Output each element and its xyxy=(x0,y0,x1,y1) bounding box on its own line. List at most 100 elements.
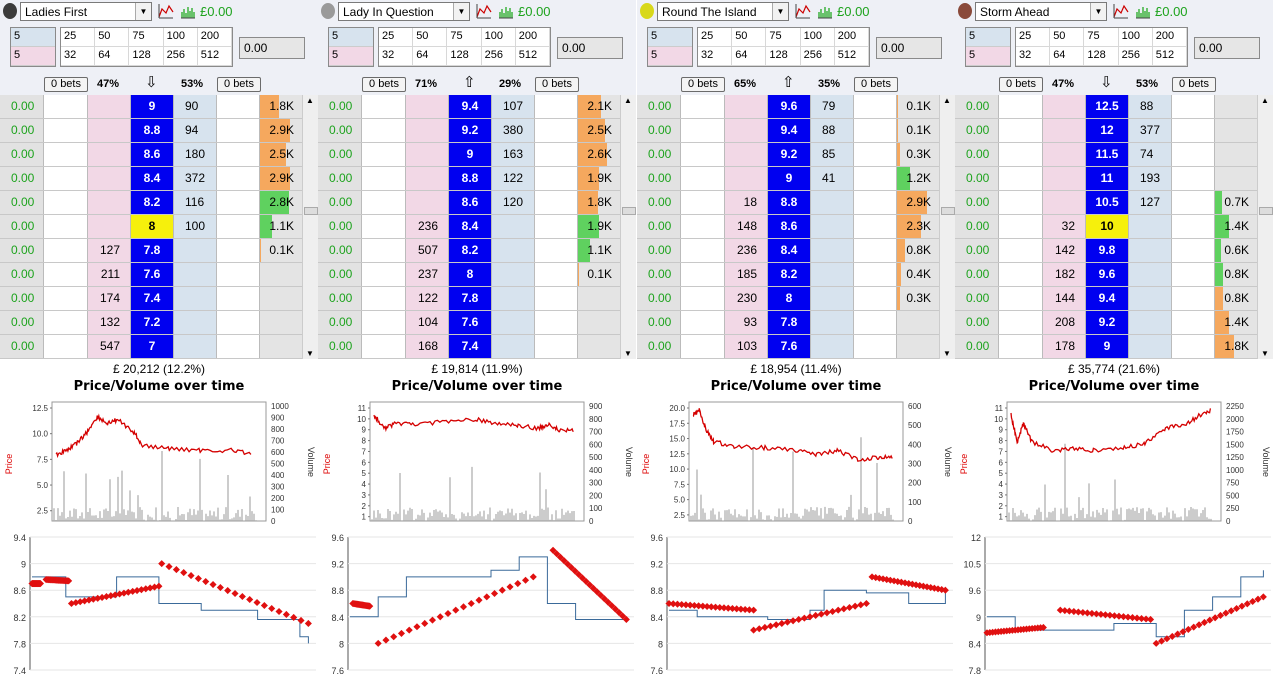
back-amount-cell[interactable]: 32 xyxy=(1043,215,1086,238)
runner-select[interactable]: Ladies First ▼ xyxy=(20,2,152,21)
back-amount-cell[interactable]: 237 xyxy=(406,263,449,286)
price-cell[interactable]: 7.8 xyxy=(449,287,492,310)
my-back-cell[interactable] xyxy=(681,335,725,358)
my-lay-cell[interactable] xyxy=(1172,191,1215,214)
back-amount-cell[interactable]: 127 xyxy=(88,239,131,262)
price-cell[interactable]: 9 xyxy=(131,95,174,118)
my-lay-cell[interactable] xyxy=(217,215,260,238)
stake-option[interactable]: 75 xyxy=(1084,28,1119,47)
back-amount-cell[interactable]: 236 xyxy=(725,239,768,262)
scroll-up-icon[interactable]: ▲ xyxy=(943,96,951,105)
my-lay-cell[interactable] xyxy=(1172,239,1215,262)
stake-option[interactable]: 25 xyxy=(61,28,96,47)
price-cell[interactable]: 7.2 xyxy=(131,311,174,334)
back-amount-cell[interactable] xyxy=(88,119,131,142)
lay-amount-cell[interactable]: 122 xyxy=(492,167,535,190)
my-lay-cell[interactable] xyxy=(854,311,897,334)
my-lay-cell[interactable] xyxy=(535,287,578,310)
amount-field[interactable]: 0.00 xyxy=(876,37,942,59)
back-amount-cell[interactable]: 168 xyxy=(406,335,449,358)
lay-amount-cell[interactable]: 88 xyxy=(1129,95,1172,118)
back-amount-cell[interactable]: 144 xyxy=(1043,287,1086,310)
back-amount-cell[interactable]: 230 xyxy=(725,287,768,310)
back-stake-field[interactable]: 5 xyxy=(648,28,692,47)
my-back-cell[interactable] xyxy=(999,215,1043,238)
price-cell[interactable]: 9.8 xyxy=(1086,239,1129,262)
stake-option[interactable]: 200 xyxy=(1152,28,1187,47)
stake-option[interactable]: 25 xyxy=(379,28,414,47)
stake-option[interactable]: 512 xyxy=(834,47,869,66)
price-cell[interactable]: 9.2 xyxy=(1086,311,1129,334)
my-back-cell[interactable] xyxy=(362,167,406,190)
stake-option[interactable]: 32 xyxy=(698,47,733,66)
lay-amount-cell[interactable] xyxy=(492,239,535,262)
back-stake-field[interactable]: 5 xyxy=(966,28,1010,47)
lay-amount-cell[interactable]: 74 xyxy=(1129,143,1172,166)
back-amount-cell[interactable]: 507 xyxy=(406,239,449,262)
my-lay-cell[interactable] xyxy=(535,335,578,358)
ladder-scrollbar[interactable]: ▲ ▼ xyxy=(302,95,318,359)
lay-amount-cell[interactable] xyxy=(174,287,217,310)
back-amount-cell[interactable] xyxy=(1043,143,1086,166)
my-back-cell[interactable] xyxy=(44,167,88,190)
price-cell[interactable]: 7.4 xyxy=(131,287,174,310)
back-amount-cell[interactable]: 211 xyxy=(88,263,131,286)
price-chart-icon[interactable] xyxy=(476,3,492,19)
volume-chart-icon[interactable] xyxy=(180,3,196,19)
my-back-cell[interactable] xyxy=(999,311,1043,334)
price-cell[interactable]: 9.4 xyxy=(768,119,811,142)
price-cell[interactable]: 12.5 xyxy=(1086,95,1129,118)
scroll-down-icon[interactable]: ▼ xyxy=(624,349,632,358)
my-lay-cell[interactable] xyxy=(217,95,260,118)
price-cell[interactable]: 9.4 xyxy=(1086,287,1129,310)
price-cell[interactable]: 7.8 xyxy=(768,311,811,334)
my-lay-cell[interactable] xyxy=(854,215,897,238)
lay-amount-cell[interactable]: 85 xyxy=(811,143,854,166)
amount-field[interactable]: 0.00 xyxy=(239,37,305,59)
lay-amount-cell[interactable]: 90 xyxy=(174,95,217,118)
back-amount-cell[interactable] xyxy=(1043,191,1086,214)
back-stake-field[interactable]: 5 xyxy=(11,28,55,47)
lay-amount-cell[interactable] xyxy=(492,335,535,358)
my-back-cell[interactable] xyxy=(681,143,725,166)
my-lay-cell[interactable] xyxy=(535,119,578,142)
lay-amount-cell[interactable]: 107 xyxy=(492,95,535,118)
my-lay-cell[interactable] xyxy=(1172,263,1215,286)
my-lay-cell[interactable] xyxy=(854,95,897,118)
lay-amount-cell[interactable] xyxy=(811,335,854,358)
lay-amount-cell[interactable] xyxy=(1129,239,1172,262)
back-amount-cell[interactable]: 178 xyxy=(1043,335,1086,358)
price-cell[interactable]: 8.2 xyxy=(449,239,492,262)
lay-amount-cell[interactable] xyxy=(1129,215,1172,238)
runner-select[interactable]: Round The Island ▼ xyxy=(657,2,789,21)
my-lay-cell[interactable] xyxy=(217,287,260,310)
my-back-cell[interactable] xyxy=(999,95,1043,118)
back-amount-cell[interactable]: 547 xyxy=(88,335,131,358)
scroll-thumb[interactable] xyxy=(304,207,318,215)
scroll-down-icon[interactable]: ▼ xyxy=(1261,349,1269,358)
back-amount-cell[interactable] xyxy=(1043,119,1086,142)
my-back-cell[interactable] xyxy=(999,119,1043,142)
my-lay-cell[interactable] xyxy=(854,287,897,310)
back-amount-cell[interactable] xyxy=(725,119,768,142)
stake-option[interactable]: 50 xyxy=(95,28,130,47)
stake-option[interactable]: 75 xyxy=(766,28,801,47)
my-back-cell[interactable] xyxy=(681,119,725,142)
my-back-cell[interactable] xyxy=(44,263,88,286)
price-cell[interactable]: 7.8 xyxy=(131,239,174,262)
my-back-cell[interactable] xyxy=(681,239,725,262)
lay-amount-cell[interactable]: 163 xyxy=(492,143,535,166)
lay-amount-cell[interactable] xyxy=(174,335,217,358)
stake-option[interactable]: 256 xyxy=(1118,47,1153,66)
lay-amount-cell[interactable] xyxy=(811,311,854,334)
my-back-cell[interactable] xyxy=(44,287,88,310)
stake-option[interactable]: 25 xyxy=(1016,28,1051,47)
price-cell[interactable]: 7 xyxy=(131,335,174,358)
my-lay-cell[interactable] xyxy=(1172,167,1215,190)
back-amount-cell[interactable] xyxy=(406,191,449,214)
price-cell[interactable]: 8.8 xyxy=(768,191,811,214)
price-cell[interactable]: 7.4 xyxy=(449,335,492,358)
scroll-thumb[interactable] xyxy=(941,207,955,215)
back-amount-cell[interactable]: 236 xyxy=(406,215,449,238)
my-back-cell[interactable] xyxy=(362,191,406,214)
